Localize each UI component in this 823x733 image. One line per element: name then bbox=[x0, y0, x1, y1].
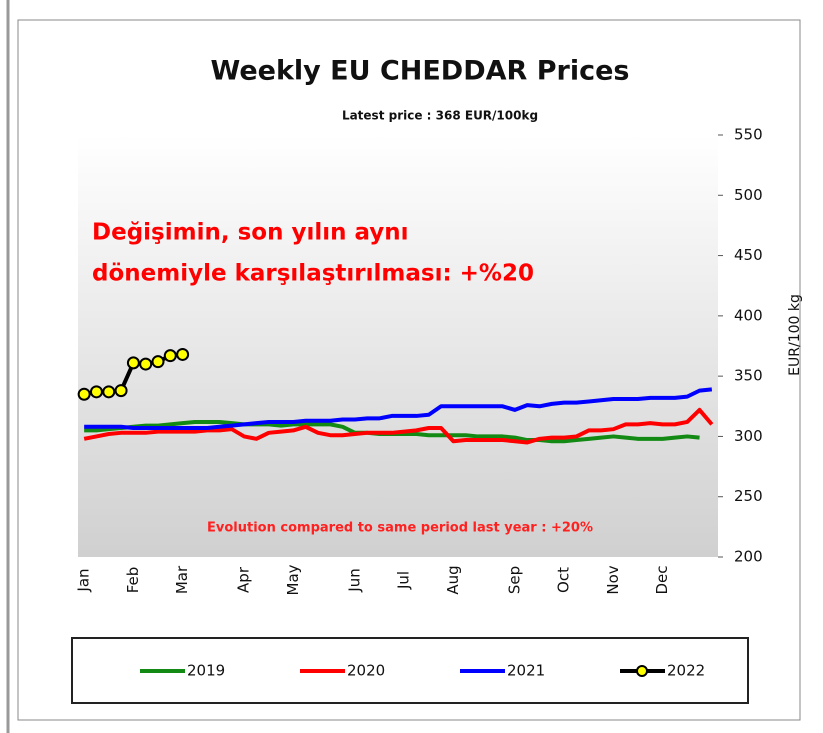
plot-area bbox=[78, 135, 718, 557]
y-tick-label: 350 bbox=[734, 367, 763, 385]
x-tick-label: Apr bbox=[235, 566, 253, 593]
y-tick-label: 500 bbox=[734, 186, 763, 204]
annotation: dönemiyle karşılaştırılması: +%20 bbox=[92, 261, 534, 287]
y-tick-label: 200 bbox=[734, 548, 763, 566]
series-marker bbox=[151, 355, 165, 369]
legend-label: 2022 bbox=[667, 662, 705, 680]
y-tick-label: 450 bbox=[734, 246, 763, 264]
subtitle: Latest price : 368 EUR/100kg bbox=[342, 109, 538, 123]
y-axis-label: EUR/100 kg bbox=[787, 294, 803, 376]
series-line bbox=[83, 407, 714, 445]
x-tick-label: Feb bbox=[124, 567, 142, 594]
series-line bbox=[84, 387, 713, 430]
annotation: Değişimin, son yılın aynı bbox=[92, 220, 409, 246]
series-marker bbox=[126, 356, 140, 370]
x-tick-label: Jul bbox=[395, 571, 413, 590]
series-marker bbox=[77, 387, 91, 401]
x-tick-label: Sep bbox=[505, 566, 523, 594]
y-tick-label: 300 bbox=[734, 427, 763, 445]
x-tick-label: Mar bbox=[173, 565, 191, 594]
y-tick-label: 400 bbox=[734, 306, 763, 324]
x-tick-label: Oct bbox=[555, 567, 573, 593]
legend-label: 2019 bbox=[187, 662, 225, 680]
legend-label: 2021 bbox=[507, 662, 545, 680]
series-marker bbox=[89, 385, 103, 399]
x-tick-label: Jan bbox=[75, 568, 93, 592]
annotation: Evolution compared to same period last y… bbox=[207, 521, 593, 536]
series-marker bbox=[114, 384, 128, 398]
x-tick-label: May bbox=[284, 564, 302, 595]
chart-title: Weekly EU CHEDDAR Prices bbox=[211, 56, 630, 87]
series-marker bbox=[139, 357, 153, 371]
y-tick-label: 550 bbox=[734, 126, 763, 144]
series-marker bbox=[163, 349, 177, 363]
legend-label: 2020 bbox=[347, 662, 385, 680]
x-tick-label: Nov bbox=[604, 565, 622, 594]
series-marker bbox=[102, 385, 116, 399]
series-marker bbox=[176, 347, 190, 361]
x-tick-label: Dec bbox=[653, 565, 671, 594]
y-tick-label: 250 bbox=[734, 487, 763, 505]
legend-marker bbox=[636, 665, 648, 677]
x-tick-label: Jun bbox=[345, 568, 363, 592]
x-tick-label: Aug bbox=[444, 565, 462, 594]
